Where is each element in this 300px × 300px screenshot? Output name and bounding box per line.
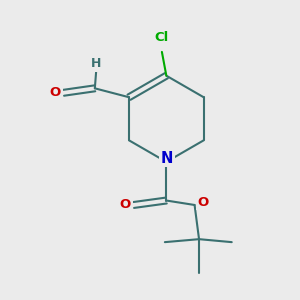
Text: O: O [120,199,131,212]
Text: N: N [161,151,173,166]
Text: Cl: Cl [155,31,169,44]
Text: O: O [50,86,61,99]
Text: O: O [197,196,208,208]
Text: H: H [91,57,101,70]
